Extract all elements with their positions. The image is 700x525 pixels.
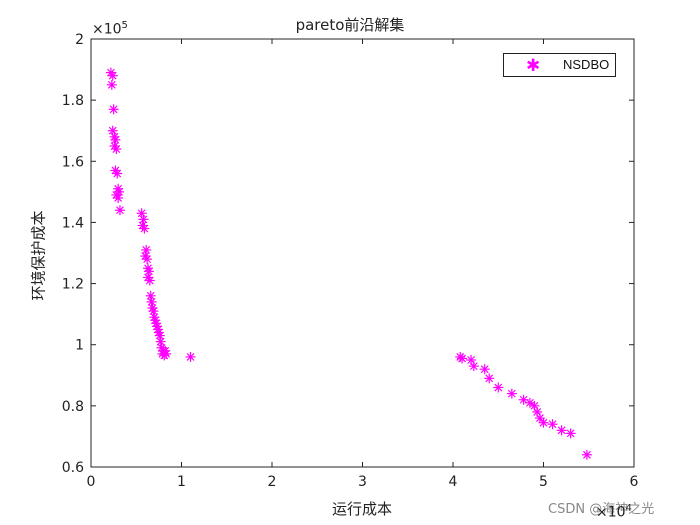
data-point [112,168,123,179]
watermark: CSDN @海神之光 [548,502,655,517]
data-point [148,306,159,317]
data-point [114,205,125,216]
chart-title: pareto前沿解集 [295,16,405,34]
data-point [106,79,117,90]
data-point [457,353,468,364]
x-tick-label: 6 [630,474,639,490]
data-point [142,254,153,265]
data-point [556,425,567,436]
data-point [143,266,154,277]
y-tick-label: 0.8 [62,399,84,415]
data-point [484,373,495,384]
data-point [155,336,166,347]
data-point [145,290,156,301]
data-point [138,214,149,225]
y-tick-label: 1 [75,338,84,354]
data-point [139,223,150,234]
y-axis-label: 环境保护成本 [29,210,48,301]
data-point [114,186,125,197]
y-tick-label: 1.8 [62,93,84,109]
data-point [161,348,172,359]
data-point [111,144,122,155]
y-tick-label: 1.6 [62,154,84,170]
axes-frame [90,38,635,468]
data-point [506,388,517,399]
x-tick-label: 3 [358,474,367,490]
scatter-points [105,67,592,460]
y-tick-label: 1.4 [62,215,84,231]
data-point [108,104,119,115]
data-point [538,417,549,428]
legend-label: NSDBO [563,57,610,72]
data-point [113,192,124,203]
data-point [146,296,157,307]
x-tick-label: 4 [449,474,458,490]
legend-asterisk-icon: ✱ [526,56,541,76]
data-point [547,419,558,430]
data-point [141,244,152,255]
data-point [493,382,504,393]
x-exponent-label: ×104 [596,503,632,521]
data-point [479,364,490,375]
x-tick-label: 0 [87,474,96,490]
x-axis-label: 运行成本 [331,500,392,518]
data-point [565,428,576,439]
y-tick-label: 1.2 [62,277,84,293]
y-tick-label: 0.6 [62,460,84,476]
data-point [136,208,147,219]
data-point [154,330,165,341]
legend: ✱ NSDBO [503,53,616,77]
data-point [185,351,196,362]
x-tick-label: 2 [268,474,277,490]
x-tick-label: 5 [539,474,548,490]
data-point [144,275,155,286]
data-point [110,134,121,145]
data-point [534,413,545,424]
axes: 0 1 2 3 4 5 6 0.6 0.8 1 1.2 1.4 1.6 1.8 2 [62,32,639,490]
data-point [581,449,592,460]
data-point [107,70,118,81]
y-exponent-label: ×105 [92,20,128,38]
y-tick-label: 2 [75,32,84,48]
data-point [468,361,479,372]
x-tick-label: 1 [177,474,186,490]
